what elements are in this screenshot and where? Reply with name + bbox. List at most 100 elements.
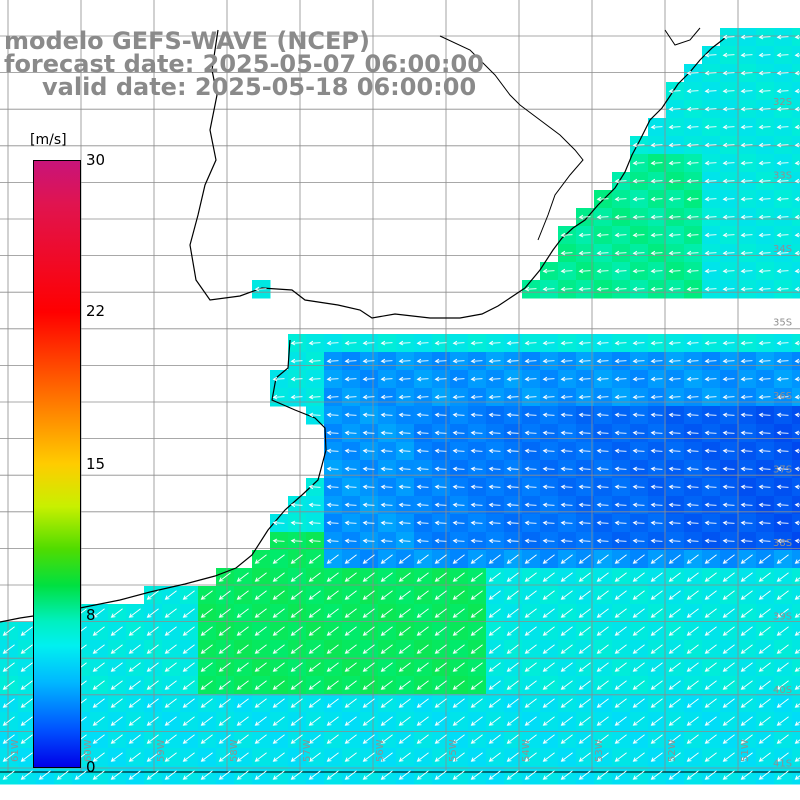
wind-arrow [488,538,501,544]
wind-arrow [326,734,339,744]
wind-arrow [686,142,699,148]
wind-cell [792,730,800,749]
wind-arrow [740,752,753,762]
wind-arrow [650,250,663,256]
wind-arrow [542,358,555,364]
forecast-date: forecast date: 2025-05-07 06:00:00 [4,50,484,78]
wind-arrow [470,752,483,762]
wind-arrow [470,520,483,526]
wind-arrow [578,412,591,418]
wind-arrow [632,376,645,382]
wind-arrow [362,698,375,708]
wind-arrow [326,680,339,690]
wind-arrow [740,376,753,382]
wind-arrow [686,250,699,256]
wind-arrow [578,340,591,346]
model-title: modelo GEFS-WAVE (NCEP) [4,27,370,55]
wind-arrow [614,538,627,544]
wind-arrow [740,698,753,708]
wind-arrow [452,466,465,472]
wind-arrow [326,448,339,454]
wind-arrow [578,644,591,654]
wind-arrow [668,232,681,238]
lat-label: 33S [773,171,792,182]
coastline [0,27,726,623]
wind-arrow [704,484,717,490]
wind-arrow [596,412,609,418]
wind-arrow [326,626,339,636]
wind-arrow [704,662,717,672]
wind-arrow [668,88,681,94]
wind-arrow [758,70,771,76]
wind-arrow [272,698,285,708]
wind-arrow [794,232,800,238]
wind-arrow [110,608,123,618]
wind-arrow [452,608,465,618]
wind-arrow [560,358,573,364]
wind-arrow [740,662,753,672]
wind-arrow [776,752,789,762]
wind-arrow [362,484,375,490]
wind-arrow [650,448,663,454]
wind-arrow [524,716,537,726]
wind-arrow [488,626,501,636]
wind-arrow [362,644,375,654]
wind-arrow [614,698,627,708]
wind-arrow [398,538,411,544]
wind-arrow [686,106,699,112]
wind-arrow [380,662,393,672]
wind-arrow [2,698,15,708]
wind-arrow [524,626,537,636]
wind-arrow [776,394,789,400]
wind-arrow [758,626,771,636]
coastline-north [189,29,726,319]
wind-arrow [794,88,800,94]
wind-arrow [758,250,771,256]
wind-arrow [596,716,609,726]
wind-arrow [668,538,681,544]
wind-arrow [290,698,303,708]
wind-arrow [668,412,681,418]
wind-arrow [686,268,699,274]
wind-arrow [380,572,393,582]
wind-arrow [614,196,627,202]
wind-arrow [128,662,141,672]
wind-arrow [668,644,681,654]
wind-arrow [794,178,800,184]
wind-arrow [686,554,699,564]
wind-arrow [380,520,393,526]
wind-cell [792,586,800,605]
wind-arrow [416,734,429,744]
wind-arrow [740,286,753,292]
wind-arrow [542,286,555,292]
wind-arrow [740,34,753,40]
wind-arrow [542,520,555,526]
wind-arrow [326,466,339,472]
wind-arrow [452,554,465,564]
wind-arrow [722,286,735,292]
wind-arrow [380,770,393,780]
wind-arrow [668,626,681,636]
lon-label: 57W [302,739,313,762]
wind-arrow [794,538,800,544]
colorbar-tick-15: 15 [86,455,106,473]
wind-arrow [344,412,357,418]
wind-arrow [128,680,141,690]
wind-arrow [416,538,429,544]
wind-arrow [506,448,519,454]
wind-arrow [506,752,519,762]
lat-label: 34S [773,244,792,255]
wind-arrow [632,608,645,618]
wind-arrow [650,590,663,600]
wind-arrow [506,484,519,490]
wind-arrow [326,376,339,382]
wind-arrow [290,680,303,690]
wind-arrow [650,178,663,184]
wind-arrow [326,430,339,436]
wind-arrow [794,250,800,256]
wind-arrow [632,770,645,780]
wind-arrow [326,716,339,726]
wind-arrow [596,250,609,256]
wind-arrow [614,340,627,346]
wind-arrow [92,680,105,690]
